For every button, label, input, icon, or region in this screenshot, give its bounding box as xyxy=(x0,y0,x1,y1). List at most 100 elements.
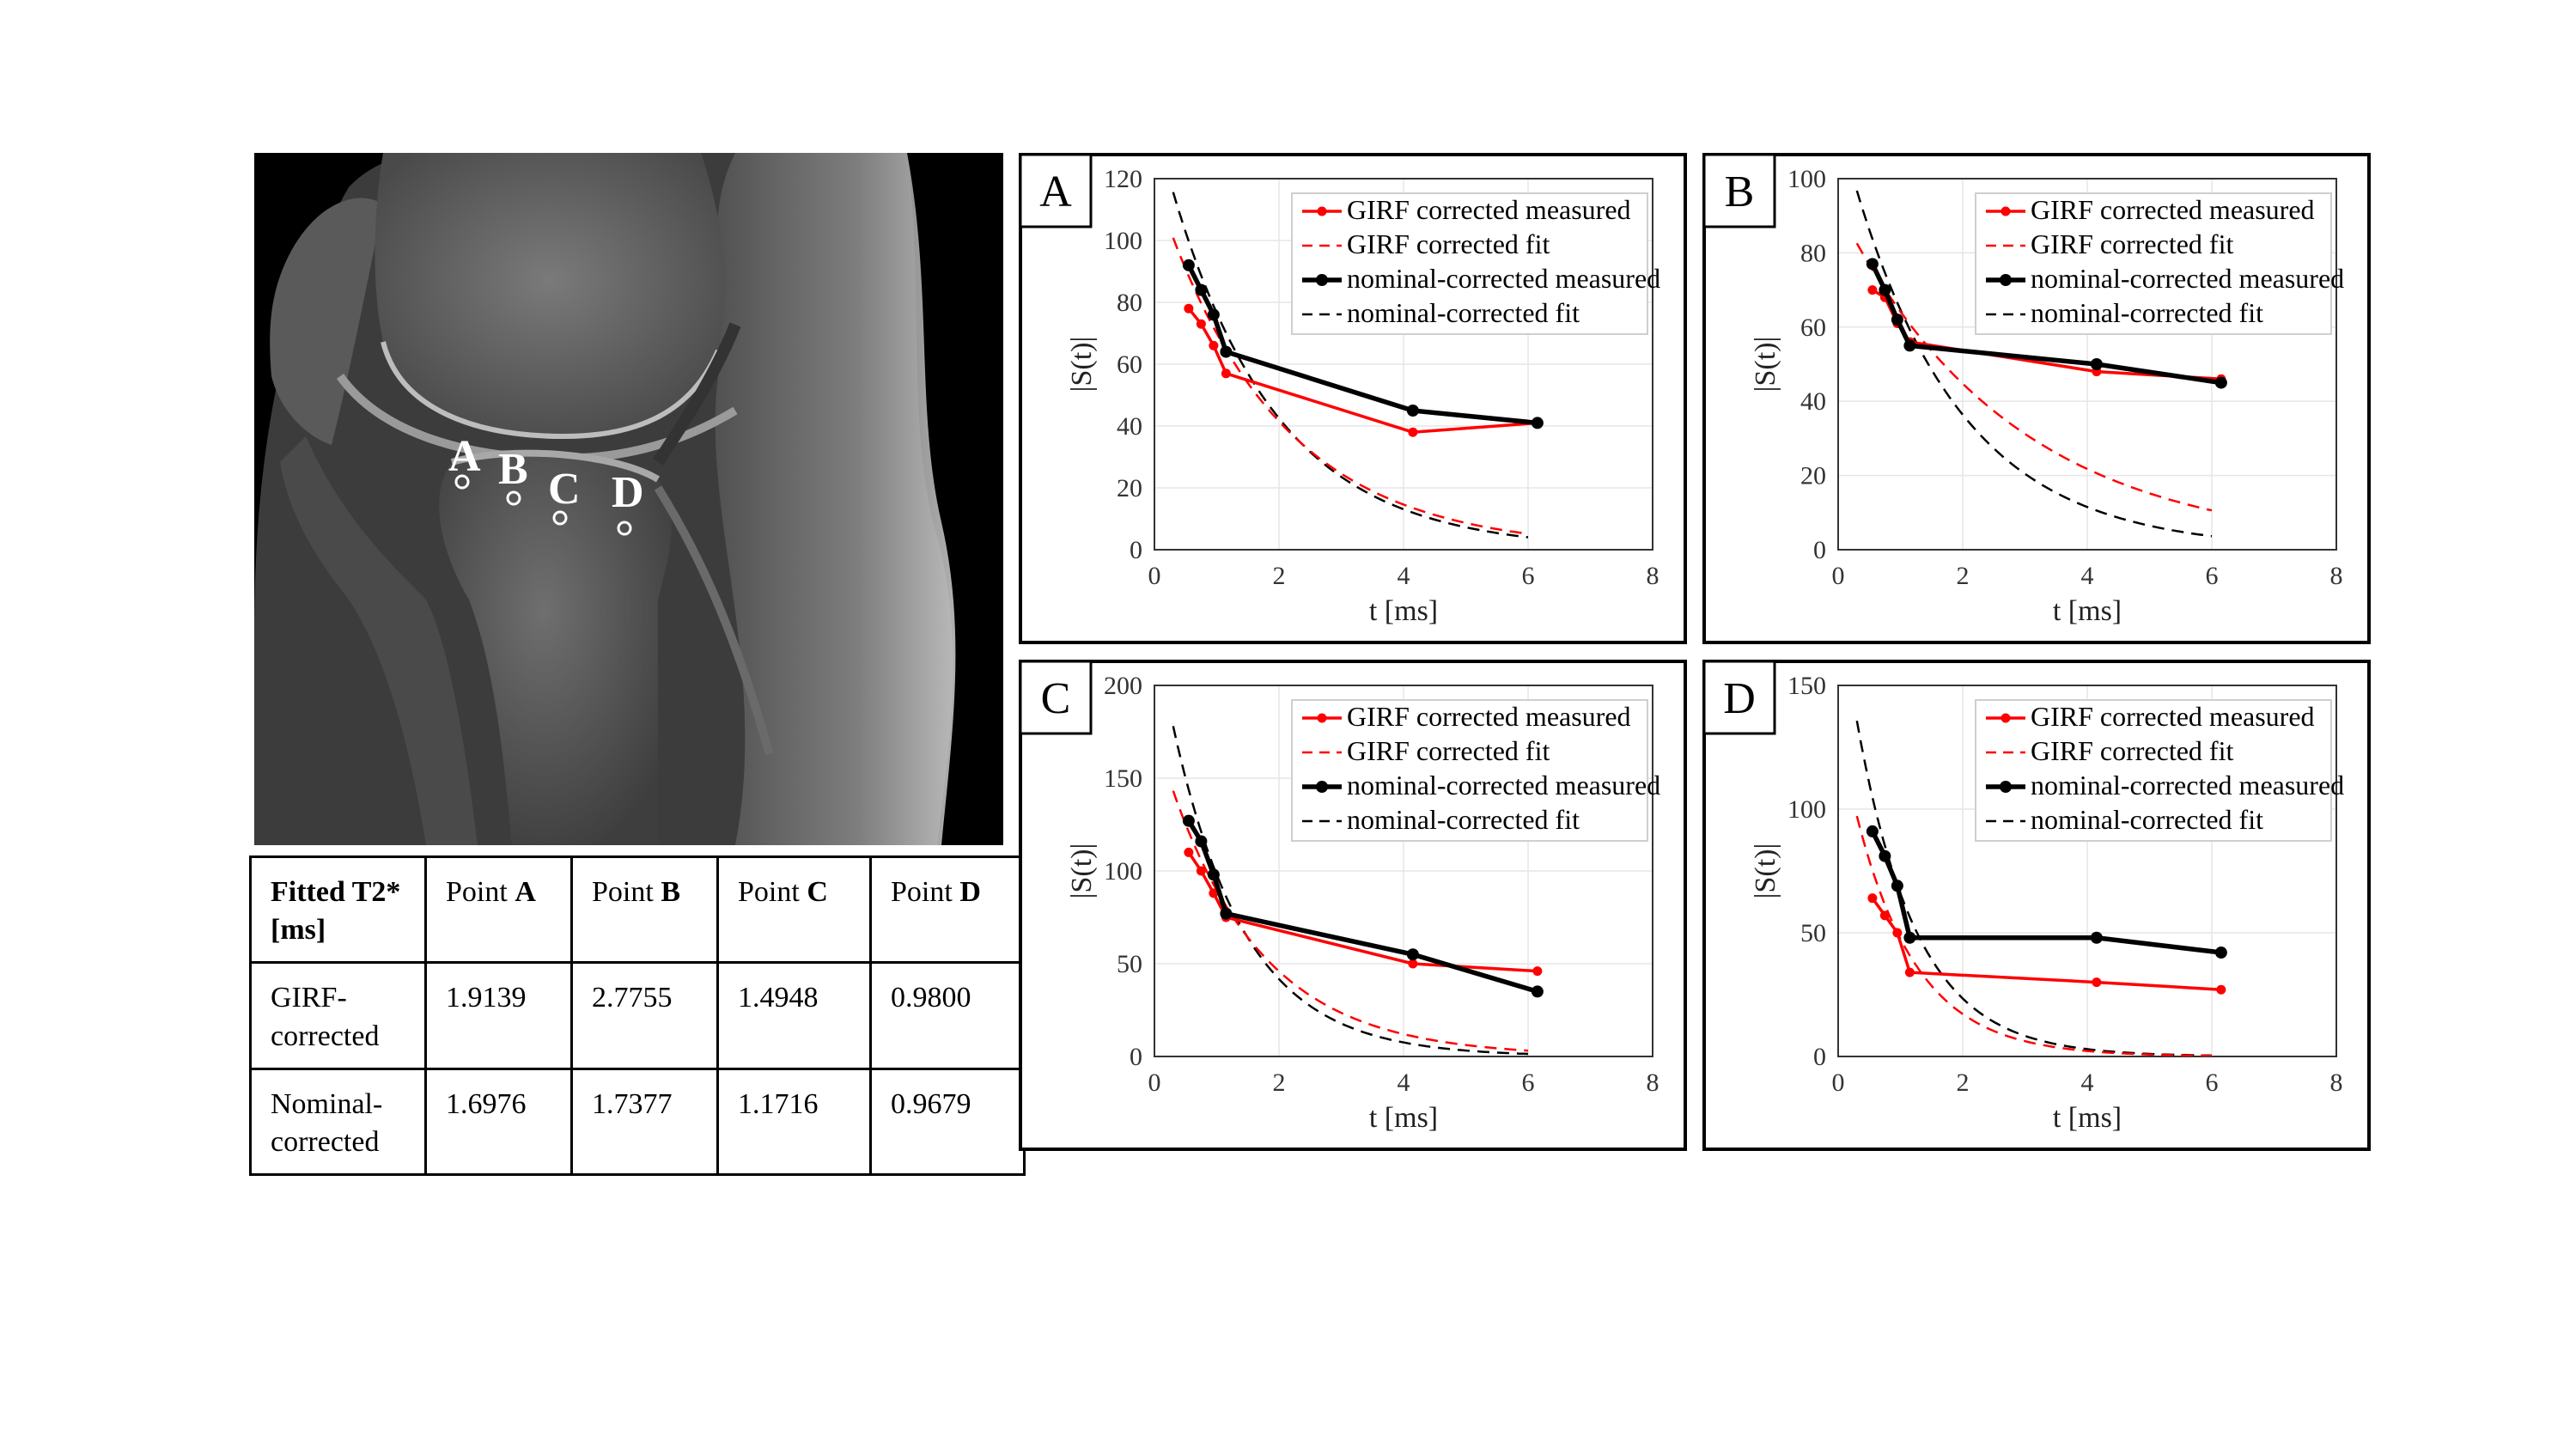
y-tick-label: 40 xyxy=(1117,412,1142,441)
girf-measured-point xyxy=(1879,910,1890,921)
nominal-measured-point xyxy=(1903,339,1916,352)
table-cell: 1.1716 xyxy=(716,1067,872,1177)
panel-label: A xyxy=(1039,167,1072,216)
panel-label-box xyxy=(1702,153,1776,228)
x-tick-label: 0 xyxy=(1832,1068,1845,1097)
panel-label-box xyxy=(1019,153,1093,228)
knee-mri-image xyxy=(254,153,1003,845)
plot-area xyxy=(1154,178,1653,551)
chart-svg-d: D 0 2 4 6 8 0 50 100 150 t [ms] |S(t)| GIRF correcte… xyxy=(1702,660,2371,1151)
legend-entry: GIRF corrected measured xyxy=(1347,194,1631,225)
x-axis-label: t [ms] xyxy=(1369,595,1438,627)
girf-fit-line xyxy=(1855,242,2213,512)
girf-measured-point xyxy=(1408,427,1418,437)
legend-entry: nominal-corrected fit xyxy=(1347,297,1580,328)
x-tick-label: 6 xyxy=(1522,1068,1535,1097)
y-tick-label: 100 xyxy=(1787,165,1826,193)
legend-entry: nominal-corrected fit xyxy=(1347,804,1580,835)
x-tick-label: 8 xyxy=(2330,1068,2343,1097)
nominal-measured-point xyxy=(2090,931,2103,944)
header-point-a: Point A xyxy=(424,855,573,965)
y-tick-label: 20 xyxy=(1800,462,1826,490)
header-fitted-t2: Fitted T2* [ms] xyxy=(249,855,427,965)
y-tick-label: 120 xyxy=(1104,165,1142,193)
y-tick-label: 50 xyxy=(1800,919,1826,947)
x-tick-label: 6 xyxy=(2206,1068,2219,1097)
girf-measured-point xyxy=(1184,303,1194,314)
y-tick-label: 80 xyxy=(1800,239,1826,267)
series-group xyxy=(1855,720,2227,1056)
nominal-measured-point xyxy=(2090,358,2103,370)
x-tick-label: 8 xyxy=(1647,562,1659,590)
panel-label: B xyxy=(1725,167,1755,216)
y-axis-label: |S(t)| xyxy=(1066,843,1098,899)
girf-measured-point xyxy=(1892,928,1903,938)
x-tick-label: 0 xyxy=(1148,1068,1161,1097)
y-axis-label: |S(t)| xyxy=(1066,337,1098,393)
legend-entry: GIRF corrected measured xyxy=(2031,701,2315,732)
row-label-nominal: Nominal-corrected xyxy=(249,1067,427,1177)
table-row: Nominal-corrected 1.6976 1.7377 1.1716 0… xyxy=(249,1067,1026,1177)
table-cell: 0.9800 xyxy=(869,961,1026,1070)
panel-label-box xyxy=(1019,660,1093,735)
fitted-t2-table: Fitted T2* [ms] Point A Point B Point C … xyxy=(249,855,1026,1177)
y-tick-label: 80 xyxy=(1117,289,1142,317)
legend-marker xyxy=(2001,206,2011,216)
panel-label-box xyxy=(1702,660,1776,735)
nominal-measured-point xyxy=(1866,258,1879,271)
chart-panel-c: C 0 2 4 6 8 0 50 100 150 200 t [ms] |S(t)| GIRF corre… xyxy=(1019,660,1687,1151)
y-tick-label: 200 xyxy=(1104,672,1142,700)
girf-measured-point xyxy=(2092,977,2102,988)
nominal-measured-point xyxy=(1891,880,1903,892)
nominal-measured-point xyxy=(1207,868,1220,881)
x-tick-label: 2 xyxy=(1957,1068,1970,1097)
legend-entry: nominal-corrected measured xyxy=(2031,263,2344,294)
nominal-measured-point xyxy=(2214,947,2227,959)
chart-svg-c: C 0 2 4 6 8 0 50 100 150 200 t [ms] |S(t)| GIRF corre… xyxy=(1019,660,1687,1151)
x-tick-label: 2 xyxy=(1957,562,1970,590)
nominal-measured-point xyxy=(1195,835,1208,848)
y-tick-label: 40 xyxy=(1800,387,1826,416)
plot-area xyxy=(1837,178,2337,551)
legend-entry: GIRF corrected fit xyxy=(2031,735,2233,766)
girf-measured-point xyxy=(1867,285,1878,295)
header-point-b: Point B xyxy=(570,855,719,965)
nominal-fit-line xyxy=(1172,726,1529,1056)
row-label-girf: GIRF-corrected xyxy=(249,961,427,1070)
x-tick-label: 4 xyxy=(2081,1068,2094,1097)
y-tick-label: 60 xyxy=(1117,350,1142,379)
x-tick-label: 4 xyxy=(1398,1068,1410,1097)
nominal-measured-point xyxy=(1531,985,1544,998)
y-tick-label: 0 xyxy=(1130,1043,1142,1071)
legend-marker xyxy=(1317,206,1327,216)
girf-measured-point xyxy=(2216,984,2226,995)
series-group xyxy=(1855,190,2227,538)
table-cell: 1.6976 xyxy=(424,1067,573,1177)
legend-entry: GIRF corrected fit xyxy=(2031,228,2233,259)
legend-marker xyxy=(2000,781,2012,793)
legend-box xyxy=(1291,192,1648,335)
nominal-measured-point xyxy=(1406,405,1419,417)
legend-marker xyxy=(1316,274,1328,286)
legend-entry: nominal-corrected fit xyxy=(2031,297,2263,328)
legend-box xyxy=(1291,699,1648,842)
nominal-measured-point xyxy=(1903,931,1916,944)
table-header-row: Fitted T2* [ms] Point A Point B Point C … xyxy=(249,855,1026,965)
x-tick-label: 6 xyxy=(2206,562,2219,590)
series-group xyxy=(1172,726,1544,1056)
girf-measured-point xyxy=(1867,893,1878,904)
table-cell: 1.7377 xyxy=(570,1067,719,1177)
table-cell: 1.4948 xyxy=(716,961,872,1070)
x-tick-label: 0 xyxy=(1148,562,1161,590)
nominal-measured-point xyxy=(1182,259,1195,271)
girf-measured-point xyxy=(1196,319,1206,329)
y-tick-label: 150 xyxy=(1104,764,1142,793)
chart-panel-b: B 0 2 4 6 8 0 20 40 60 80 100 t [ms] |S(t)| GIRF corre… xyxy=(1702,153,2371,644)
y-tick-label: 60 xyxy=(1800,314,1826,342)
x-tick-label: 4 xyxy=(2081,562,2094,590)
girf-measured-point xyxy=(1209,340,1219,350)
y-axis-label: |S(t)| xyxy=(1750,337,1781,393)
